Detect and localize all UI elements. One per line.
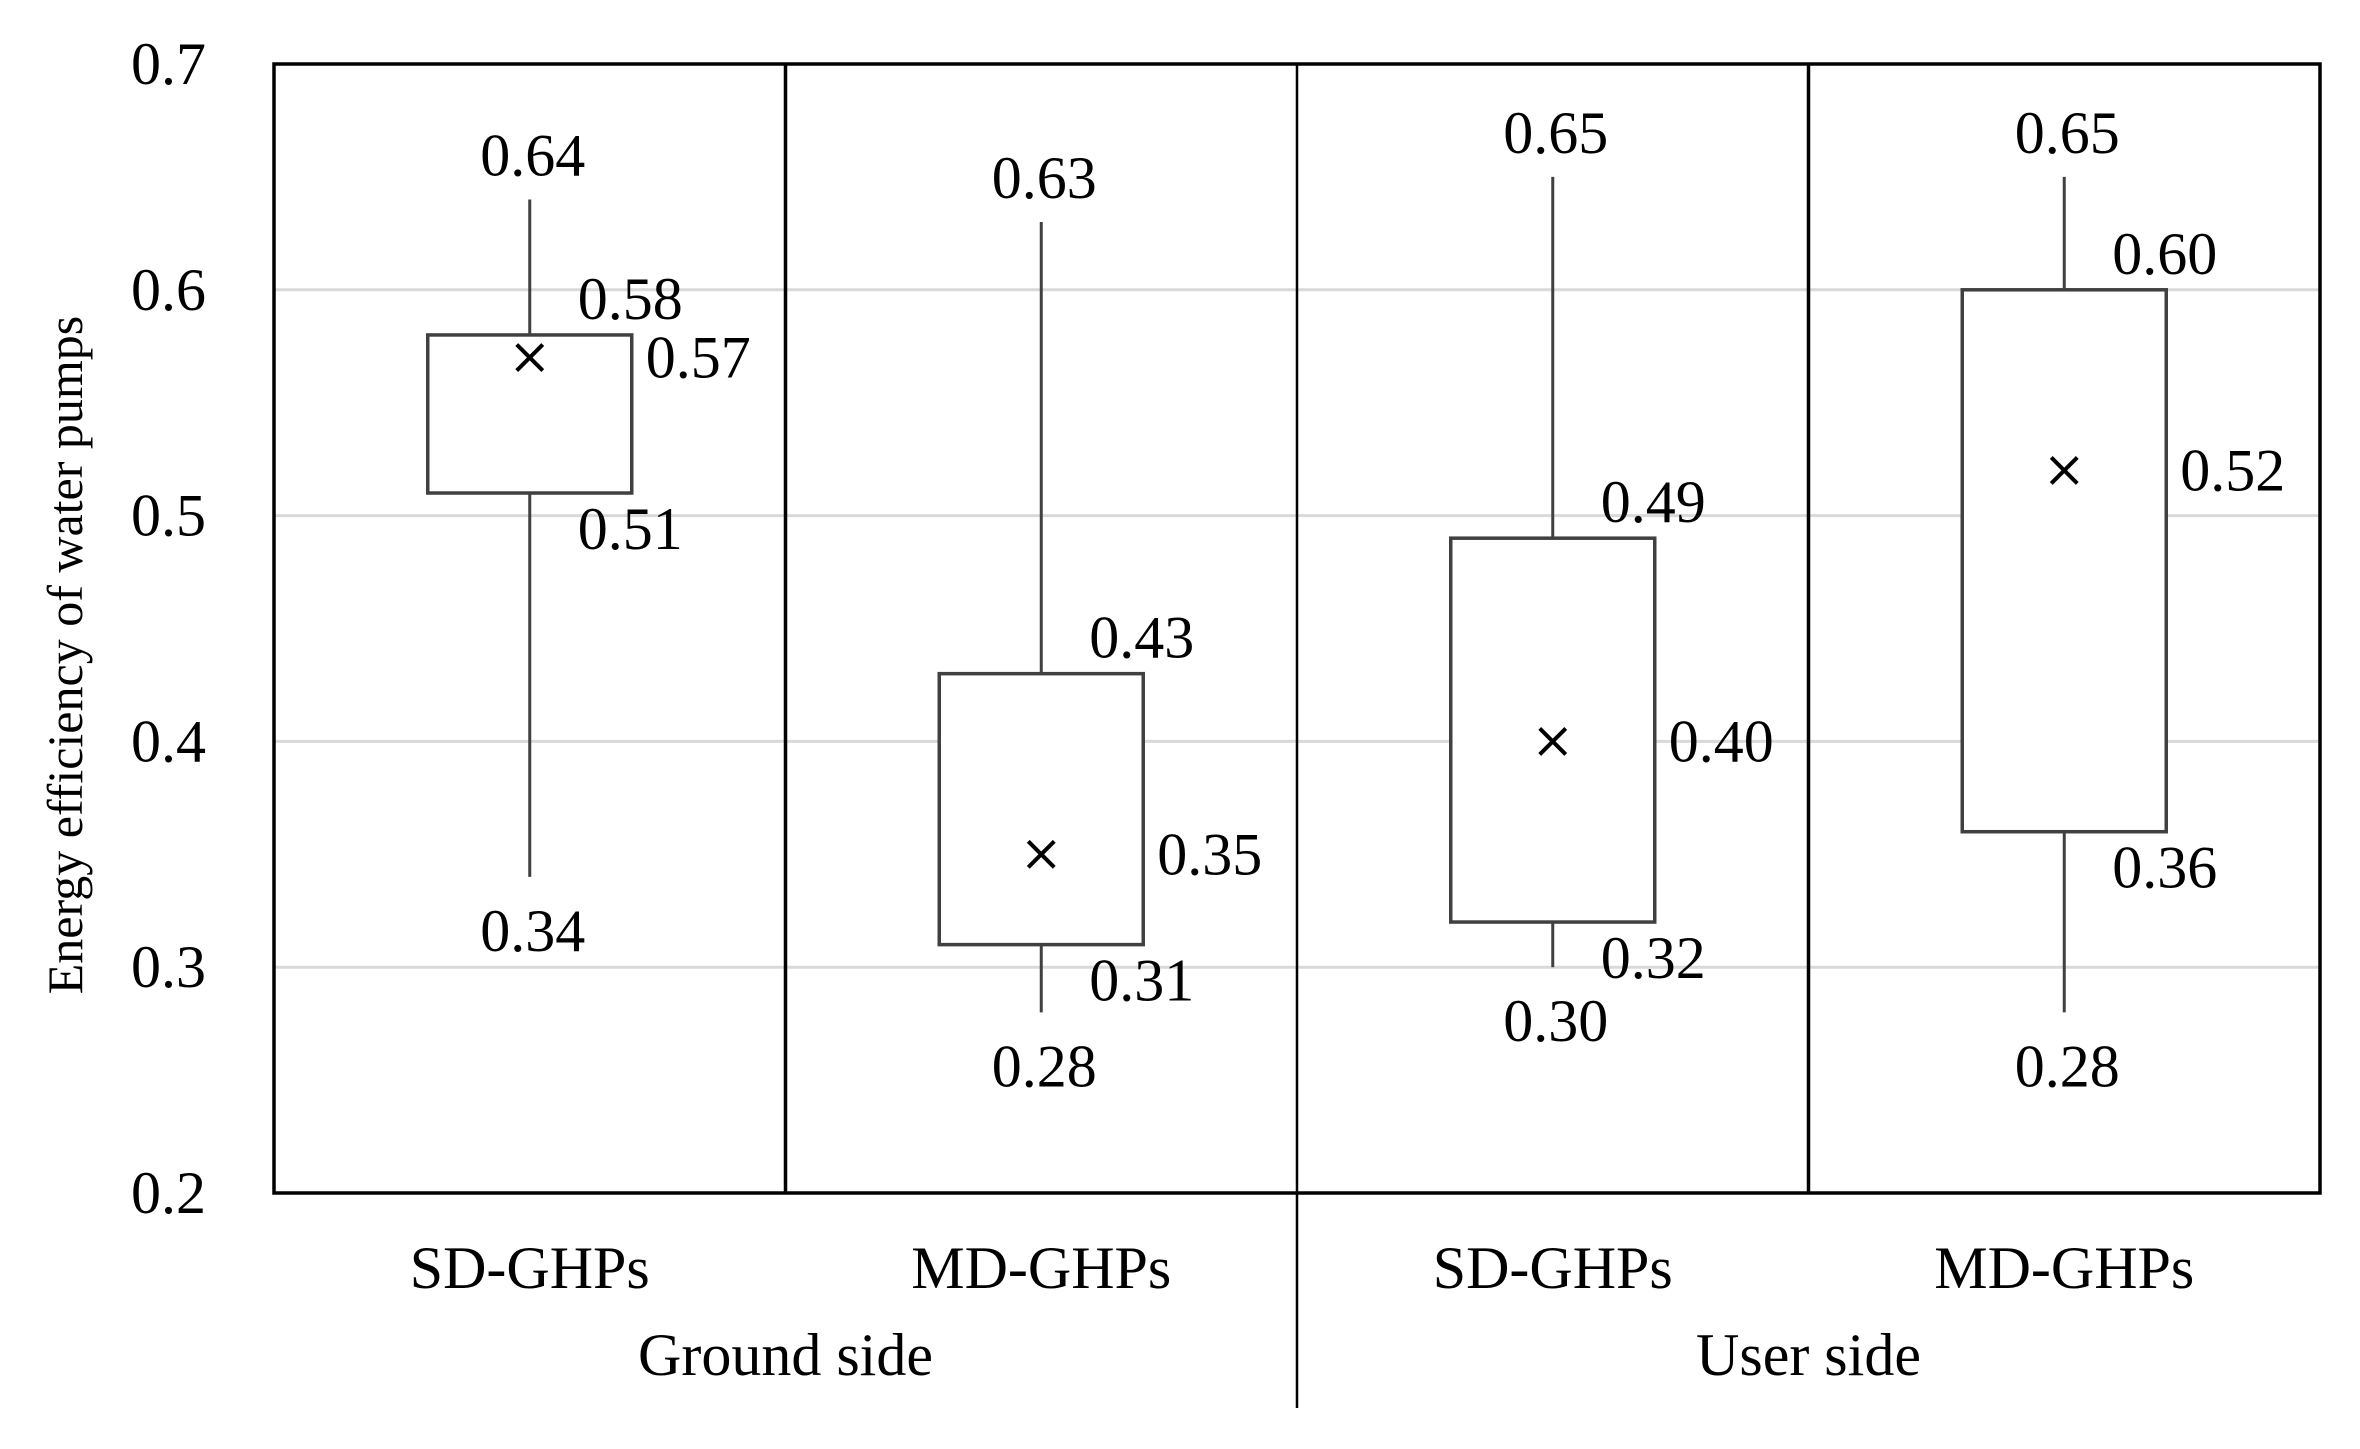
label-q1: 0.36	[2112, 835, 2217, 901]
y-tick-label: 0.5	[131, 483, 206, 549]
label-min: 0.28	[2015, 1033, 2120, 1099]
label-q3: 0.43	[1089, 605, 1194, 671]
box-iqr	[1449, 536, 1657, 924]
label-q1: 0.32	[1601, 925, 1706, 991]
mean-marker-stroke	[2049, 456, 2079, 485]
label-min: 0.28	[992, 1033, 1097, 1099]
mean-marker-stroke	[1538, 726, 1568, 756]
mean-marker-stroke	[515, 343, 545, 372]
box-3	[1449, 176, 1657, 968]
mean-marker	[1538, 726, 1568, 756]
y-tick-label: 0.6	[131, 257, 206, 323]
label-q3: 0.58	[578, 266, 683, 332]
label-min: 0.34	[480, 898, 585, 964]
label-q3: 0.60	[2112, 221, 2217, 287]
category-label: MD-GHPs	[1934, 1235, 2194, 1301]
box-series	[426, 176, 2168, 1013]
mean-marker	[515, 343, 545, 372]
label-max: 0.65	[1503, 100, 1608, 166]
category-label: SD-GHPs	[410, 1235, 650, 1301]
box-2	[937, 222, 1145, 1013]
label-mean: 0.57	[646, 325, 751, 391]
mean-marker	[2049, 456, 2079, 485]
category-label: MD-GHPs	[911, 1235, 1171, 1301]
category-label: SD-GHPs	[1433, 1235, 1673, 1301]
label-q3: 0.49	[1601, 469, 1706, 535]
y-tick-label: 0.7	[131, 31, 206, 97]
label-max: 0.64	[480, 122, 585, 188]
group-label: Ground side	[638, 1322, 933, 1388]
plot-frame	[272, 62, 2322, 1408]
x-axis-categories: SD-GHPs MD-GHPs SD-GHPs MD-GHPs Ground side U…	[410, 1235, 2195, 1388]
y-axis-ticks: 0.2 0.3 0.4 0.5 0.6 0.7	[131, 31, 206, 1226]
box-iqr	[1960, 288, 2168, 834]
label-max: 0.65	[2015, 100, 2120, 166]
box-iqr	[426, 333, 634, 495]
y-tick-label: 0.2	[131, 1160, 206, 1226]
label-q1: 0.51	[578, 496, 683, 562]
mean-marker	[1026, 839, 1056, 869]
group-label: User side	[1696, 1322, 1921, 1388]
box-iqr	[937, 671, 1145, 947]
label-max: 0.63	[992, 145, 1097, 211]
label-min: 0.30	[1503, 988, 1608, 1054]
box-4	[1960, 176, 2168, 1013]
label-q1: 0.31	[1089, 948, 1194, 1014]
label-mean: 0.40	[1669, 708, 1774, 774]
y-tick-label: 0.4	[131, 708, 206, 774]
label-mean: 0.52	[2180, 437, 2285, 503]
mean-marker-stroke	[1026, 839, 1056, 869]
y-axis-title: Energy efficiency of water pumps	[37, 316, 93, 994]
y-tick-label: 0.3	[131, 934, 206, 1000]
data-labels: 0.64 0.580.57 0.51 0.34 0.63 0.43 0.35 0.31 0.28…	[480, 100, 2285, 1099]
label-mean: 0.35	[1157, 821, 1262, 887]
box-1	[426, 199, 634, 877]
